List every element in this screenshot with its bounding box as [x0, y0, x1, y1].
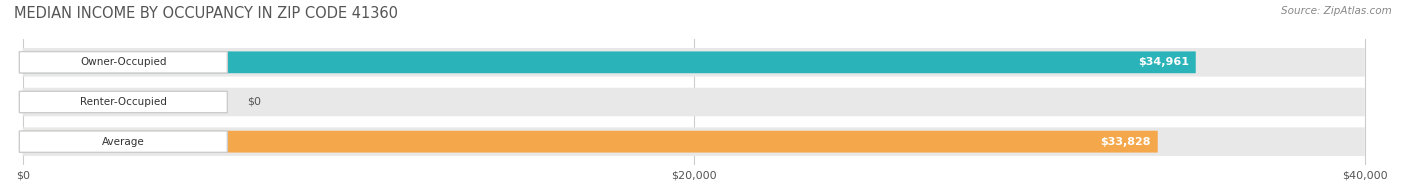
FancyBboxPatch shape: [20, 91, 228, 113]
Text: Owner-Occupied: Owner-Occupied: [80, 57, 166, 67]
FancyBboxPatch shape: [22, 51, 1195, 73]
FancyBboxPatch shape: [22, 131, 1157, 152]
FancyBboxPatch shape: [22, 48, 1365, 77]
Text: $0: $0: [247, 97, 262, 107]
FancyBboxPatch shape: [22, 88, 1365, 116]
Text: MEDIAN INCOME BY OCCUPANCY IN ZIP CODE 41360: MEDIAN INCOME BY OCCUPANCY IN ZIP CODE 4…: [14, 6, 398, 21]
FancyBboxPatch shape: [20, 131, 228, 152]
Text: Source: ZipAtlas.com: Source: ZipAtlas.com: [1281, 6, 1392, 16]
FancyBboxPatch shape: [20, 52, 228, 73]
Text: Renter-Occupied: Renter-Occupied: [80, 97, 167, 107]
FancyBboxPatch shape: [22, 127, 1365, 156]
Text: Average: Average: [103, 137, 145, 147]
Text: $33,828: $33,828: [1101, 137, 1152, 147]
Text: $34,961: $34,961: [1137, 57, 1189, 67]
